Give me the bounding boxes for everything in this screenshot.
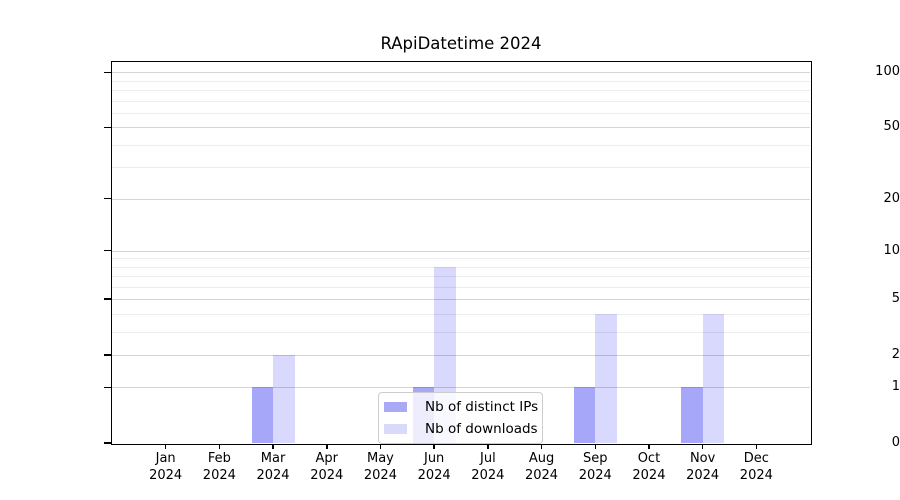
x-tick-mark: [272, 444, 274, 449]
x-tick-mark: [701, 444, 704, 449]
gridline-major: [112, 354, 810, 356]
x-tick-label: May 2024: [363, 451, 397, 483]
y-tick-label: 50: [883, 119, 900, 135]
x-tick-mark: [433, 444, 435, 449]
gridline-minor: [112, 286, 810, 288]
x-tick-mark: [218, 444, 221, 449]
legend-item-downloads: Nb of downloads: [384, 421, 538, 437]
y-tick-mark: [104, 298, 111, 300]
y-tick-mark: [104, 442, 111, 444]
x-tick-label: Mar 2024: [256, 451, 290, 483]
bar-distinct-ips-mar: [251, 387, 274, 443]
bar-distinct-ips-nov: [681, 387, 703, 443]
x-tick-mark: [326, 444, 328, 449]
x-tick-mark: [540, 444, 543, 449]
legend: Nb of distinct IPs Nb of downloads: [378, 392, 543, 444]
x-tick-label: Dec 2024: [739, 451, 773, 483]
gridline-major: [112, 198, 810, 200]
y-tick-mark: [104, 126, 111, 128]
x-tick-label: Sep 2024: [578, 451, 612, 483]
bar-downloads-sep: [595, 313, 617, 443]
x-tick-mark: [487, 444, 489, 449]
legend-item-distinct-ips: Nb of distinct IPs: [384, 399, 538, 415]
y-tick-mark: [104, 249, 111, 252]
y-tick-mark: [104, 197, 111, 200]
x-tick-label: Jul 2024: [471, 451, 505, 483]
chart-title: RApiDatetime 2024: [380, 34, 542, 53]
x-tick-label: Jun 2024: [417, 451, 451, 483]
y-tick-mark: [104, 71, 111, 74]
gridline-major: [112, 387, 810, 389]
plot-area: [112, 62, 810, 443]
y-tick-label: 1: [891, 379, 900, 395]
y-tick-label: 20: [883, 190, 900, 206]
x-tick-label: Aug 2024: [524, 451, 559, 483]
gridline-minor: [112, 112, 810, 114]
x-tick-mark: [594, 444, 596, 449]
x-tick-label: Nov 2024: [686, 451, 720, 483]
bar-downloads-nov: [702, 313, 725, 443]
gridline-minor: [112, 276, 810, 277]
gridline-minor: [112, 144, 810, 146]
gridline-minor: [112, 80, 810, 82]
gridline-minor: [112, 313, 810, 315]
x-tick-mark: [379, 444, 382, 449]
y-tick-label: 2: [891, 346, 900, 362]
y-tick-label: 100: [875, 64, 900, 80]
legend-label-downloads: Nb of downloads: [425, 421, 538, 437]
gridline-minor: [112, 90, 810, 92]
y-tick-label: 0: [891, 435, 900, 450]
x-tick-label: Feb 2024: [202, 451, 236, 483]
gridline-major: [112, 250, 810, 252]
bar-downloads-mar: [273, 354, 295, 443]
x-tick-label: Jan 2024: [149, 451, 183, 483]
gridline-minor: [112, 258, 810, 260]
gridline-minor: [112, 100, 810, 102]
bar-distinct-ips-sep: [573, 387, 596, 443]
gridline-minor: [112, 266, 810, 268]
y-tick-label: 10: [883, 242, 900, 258]
legend-label-distinct-ips: Nb of distinct IPs: [425, 399, 539, 415]
x-tick-mark: [648, 444, 650, 449]
gridline-major: [112, 299, 810, 301]
x-tick-mark: [755, 444, 758, 449]
y-tick-label: 5: [891, 291, 900, 307]
x-tick-label: Oct 2024: [632, 451, 666, 483]
gridline-minor: [112, 167, 810, 169]
legend-swatch-downloads-icon: [384, 424, 407, 434]
gridline-major: [112, 127, 810, 129]
y-tick-mark: [104, 354, 111, 356]
x-tick-mark: [164, 444, 167, 449]
legend-swatch-distinct-ips-icon: [384, 402, 407, 412]
y-tick-mark: [104, 386, 111, 389]
gridline-major: [112, 72, 810, 74]
gridline-minor: [112, 331, 810, 333]
x-tick-label: Apr 2024: [310, 451, 344, 483]
